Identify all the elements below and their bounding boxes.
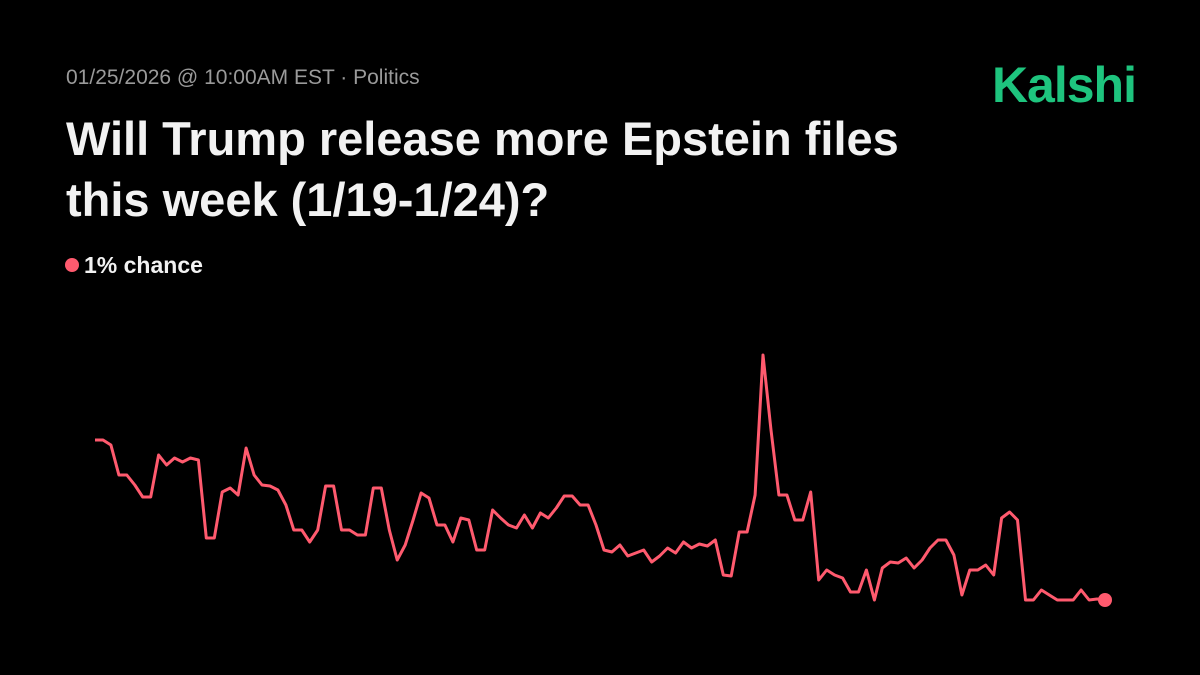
- meta: 01/25/2026 @ 10:00AM EST · Politics: [66, 66, 420, 89]
- chart-title: Will Trump release more Epstein files th…: [66, 112, 899, 226]
- current-value: 1% chance: [84, 252, 203, 278]
- end-point: [1098, 593, 1112, 607]
- legend-dot: [65, 258, 79, 272]
- brand-logo: Kalshi: [991, 57, 1137, 113]
- series-line: [95, 353, 1106, 602]
